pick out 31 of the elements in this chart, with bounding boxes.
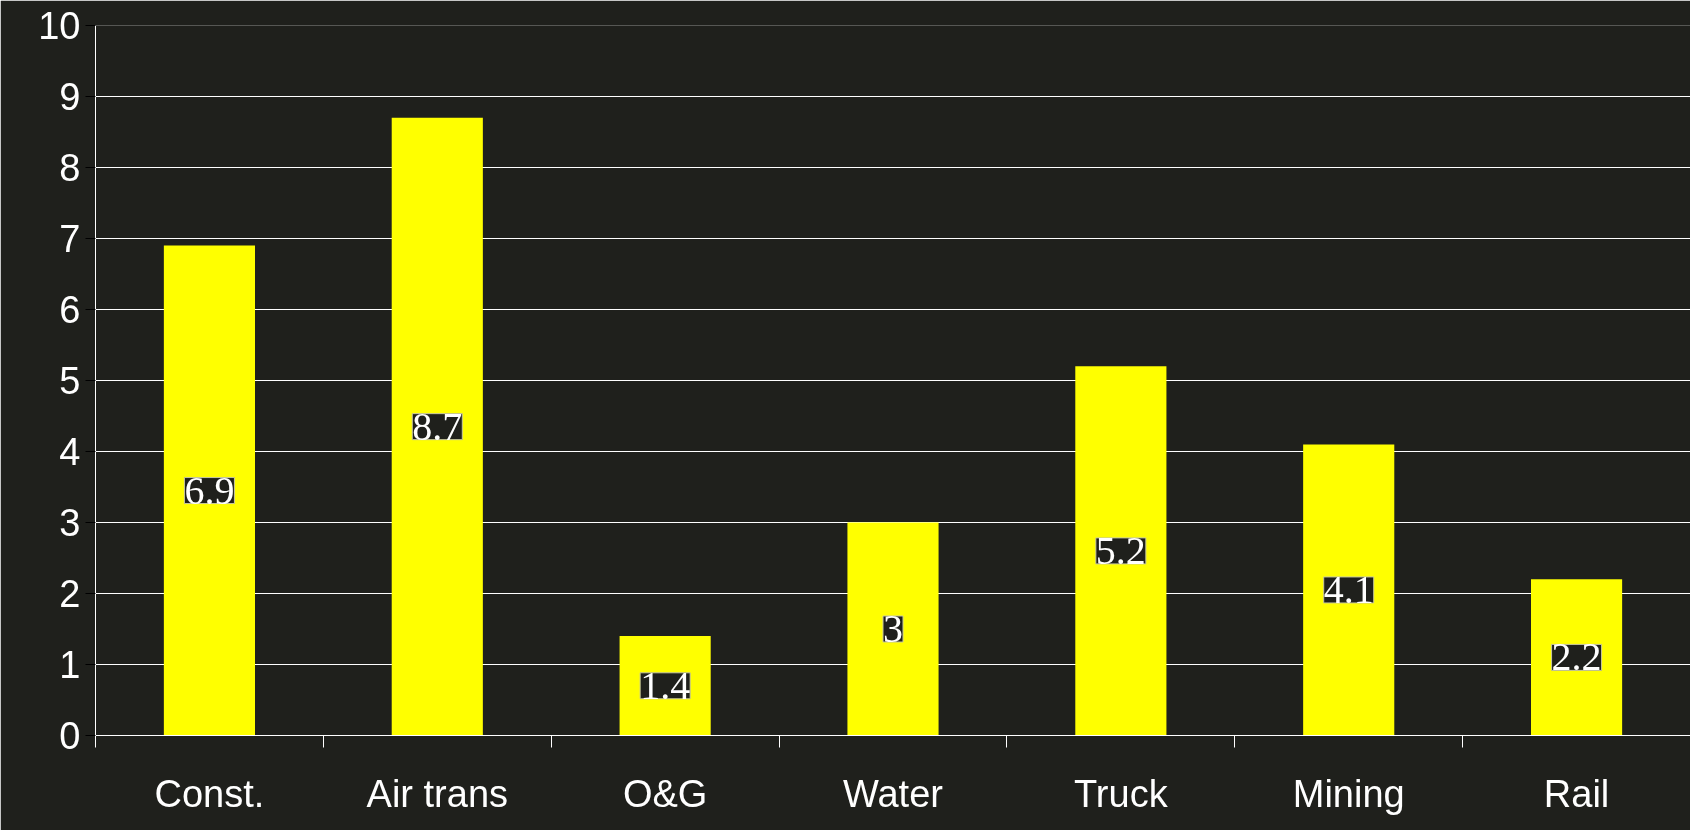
y-tick-label: 7 — [59, 218, 81, 260]
bar — [847, 522, 939, 736]
x-tick-label: Mining — [1292, 772, 1405, 815]
data-label: 2.2 — [1551, 634, 1602, 680]
y-tick-label: 6 — [59, 289, 81, 331]
data-label: 3 — [883, 606, 903, 651]
x-tick-label: Rail — [1543, 772, 1610, 815]
bar — [1303, 444, 1395, 736]
x-tick-label: Air trans — [366, 772, 509, 815]
y-tick-label: 4 — [59, 431, 81, 473]
data-label: 4.1 — [1323, 566, 1374, 612]
y-tick-label: 1 — [59, 644, 81, 686]
x-tick-label: Water — [843, 772, 944, 815]
data-label: 5.2 — [1095, 527, 1146, 573]
x-tick-label: Const. — [154, 772, 265, 815]
y-tick-label: 3 — [59, 502, 81, 544]
y-tick-label: 8 — [59, 147, 81, 189]
data-label: 8.7 — [412, 403, 463, 449]
y-tick-label: 2 — [59, 573, 81, 615]
y-tick-label: 10 — [38, 5, 81, 47]
bar — [1075, 366, 1167, 736]
x-tick-label: Truck — [1074, 772, 1169, 815]
y-tick-label: 9 — [59, 76, 81, 118]
y-tick-label: 5 — [59, 360, 81, 402]
bar — [163, 245, 255, 736]
data-label: 6.9 — [184, 467, 235, 513]
bar — [391, 117, 483, 736]
bar — [1531, 579, 1623, 736]
data-label: 1.4 — [640, 662, 691, 708]
y-tick-label: 0 — [59, 715, 81, 757]
x-tick-label: O&G — [622, 772, 708, 815]
